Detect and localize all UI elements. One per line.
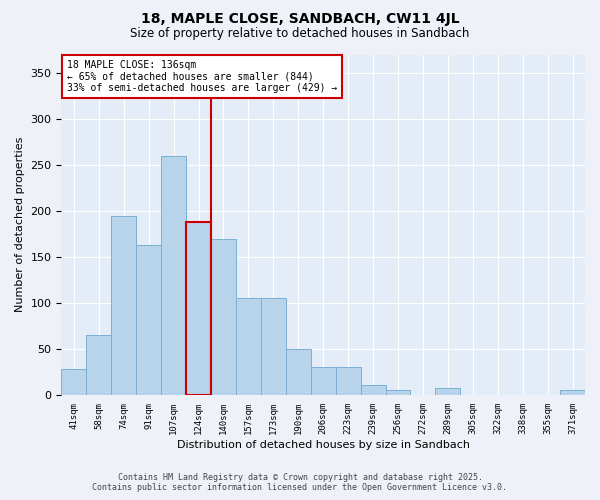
Y-axis label: Number of detached properties: Number of detached properties — [15, 137, 25, 312]
Bar — [61, 369, 86, 394]
Bar — [261, 298, 286, 394]
Bar — [286, 348, 311, 395]
Bar — [311, 367, 335, 394]
Text: Size of property relative to detached houses in Sandbach: Size of property relative to detached ho… — [130, 28, 470, 40]
Bar — [560, 390, 585, 394]
Bar — [335, 367, 361, 394]
Bar — [211, 238, 236, 394]
X-axis label: Distribution of detached houses by size in Sandbach: Distribution of detached houses by size … — [177, 440, 470, 450]
Bar — [436, 388, 460, 394]
Text: Contains HM Land Registry data © Crown copyright and database right 2025.
Contai: Contains HM Land Registry data © Crown c… — [92, 473, 508, 492]
Bar — [361, 386, 386, 394]
Bar — [136, 245, 161, 394]
Bar — [111, 216, 136, 394]
Bar — [161, 156, 186, 394]
Text: 18 MAPLE CLOSE: 136sqm
← 65% of detached houses are smaller (844)
33% of semi-de: 18 MAPLE CLOSE: 136sqm ← 65% of detached… — [67, 60, 337, 94]
Text: 18, MAPLE CLOSE, SANDBACH, CW11 4JL: 18, MAPLE CLOSE, SANDBACH, CW11 4JL — [140, 12, 460, 26]
Bar — [186, 222, 211, 394]
Bar — [386, 390, 410, 394]
Bar — [86, 335, 111, 394]
Bar — [236, 298, 261, 394]
